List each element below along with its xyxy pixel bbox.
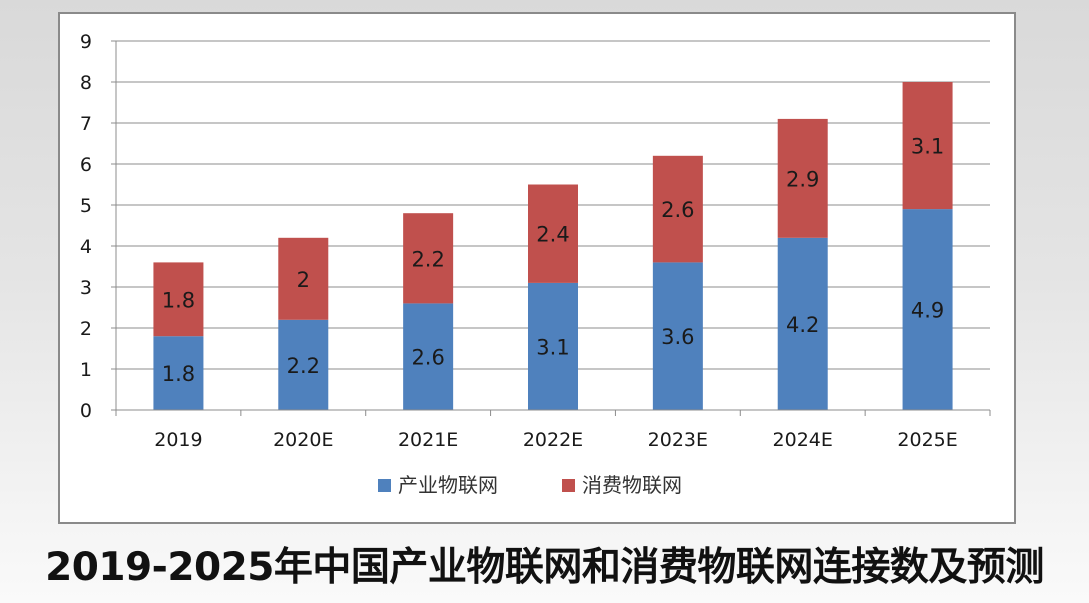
legend: 产业物联网 消费物联网 bbox=[378, 473, 682, 497]
bar-consumer-iot bbox=[403, 213, 454, 304]
chart-caption: 2019-2025年中国产业物联网和消费物联网连接数及预测 bbox=[45, 545, 1044, 590]
bar-value-label: 4.2 bbox=[786, 313, 819, 337]
y-tick-label: 0 bbox=[80, 400, 92, 422]
x-tick-label: 2021E bbox=[398, 429, 458, 451]
bar-industrial-iot bbox=[153, 336, 204, 410]
y-tick-label: 6 bbox=[80, 154, 92, 176]
y-tick-label: 9 bbox=[80, 31, 92, 53]
bar-consumer-iot bbox=[278, 237, 329, 320]
bar-consumer-iot bbox=[902, 82, 953, 210]
axes: 0 1 2 3 4 5 6 7 8 9 2019 2020E 2021E 2022E 2023E 2024E 2… bbox=[80, 31, 991, 451]
bar-value-label: 3.6 bbox=[661, 325, 694, 349]
y-tick-label: 3 bbox=[80, 277, 92, 299]
bar-value-label: 2 bbox=[297, 268, 310, 292]
x-tick-label: 2024E bbox=[773, 429, 833, 451]
x-tick-label: 2023E bbox=[648, 429, 708, 451]
y-tick-label: 8 bbox=[80, 72, 92, 94]
bar-value-label: 1.8 bbox=[162, 362, 195, 386]
y-tick-label: 2 bbox=[80, 318, 92, 340]
bar-industrial-iot bbox=[902, 209, 953, 410]
data-labels: 1.8 1.8 2.2 2 2.6 2.2 3.1 2.4 3.6 2.6 4.2 2.9 4.9 3.1 bbox=[162, 135, 945, 387]
bar-value-label: 2.6 bbox=[661, 198, 694, 222]
y-tick-label: 4 bbox=[80, 236, 92, 258]
bar-value-label: 2.4 bbox=[536, 223, 569, 247]
bar-industrial-iot bbox=[278, 319, 329, 410]
y-tick-label: 1 bbox=[80, 359, 92, 381]
bar-value-label: 2.6 bbox=[411, 346, 444, 370]
y-tick-label: 5 bbox=[80, 195, 92, 217]
y-tick-label: 7 bbox=[80, 113, 92, 135]
bar-value-label: 3.1 bbox=[536, 335, 569, 359]
legend-item-consumer-iot: 消费物联网 bbox=[582, 473, 682, 497]
bars bbox=[153, 82, 953, 410]
bar-industrial-iot bbox=[777, 237, 828, 410]
stacked-bar-chart: 1.8 1.8 2.2 2 2.6 2.2 3.1 2.4 3.6 2.6 4.2 2.9 4.9 3.1… bbox=[80, 31, 991, 497]
bar-value-label: 2.9 bbox=[786, 167, 819, 191]
legend-item-industrial-iot: 产业物联网 bbox=[398, 473, 498, 497]
x-tick-label: 2025E bbox=[897, 429, 957, 451]
bar-value-label: 4.9 bbox=[911, 299, 944, 323]
x-tick-label: 2019 bbox=[154, 429, 202, 451]
bar-value-label: 2.2 bbox=[287, 354, 320, 378]
x-tick-label: 2020E bbox=[273, 429, 333, 451]
bar-consumer-iot bbox=[652, 155, 703, 263]
bar-consumer-iot bbox=[528, 184, 578, 283]
chart-frame: 1.8 1.8 2.2 2 2.6 2.2 3.1 2.4 3.6 2.6 4.2 2.9 4.9 3.1… bbox=[58, 12, 1016, 524]
bar-industrial-iot bbox=[652, 262, 703, 410]
bar-value-label: 1.8 bbox=[162, 288, 195, 312]
bar-value-label: 2.2 bbox=[411, 247, 444, 271]
bar-consumer-iot bbox=[153, 262, 204, 337]
legend-swatch bbox=[562, 479, 575, 492]
bar-industrial-iot bbox=[528, 282, 578, 410]
x-tick-label: 2022E bbox=[523, 429, 583, 451]
legend-swatch bbox=[378, 479, 391, 492]
bar-industrial-iot bbox=[403, 303, 454, 410]
bar-consumer-iot bbox=[777, 118, 828, 238]
bar-value-label: 3.1 bbox=[911, 135, 944, 159]
